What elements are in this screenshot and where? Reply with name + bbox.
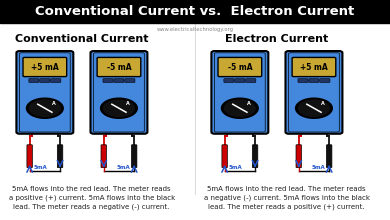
Text: A: A [321, 101, 324, 106]
FancyBboxPatch shape [103, 79, 113, 82]
FancyBboxPatch shape [114, 79, 124, 82]
FancyBboxPatch shape [51, 79, 61, 82]
Text: 5mA flows into the red lead. The meter reads
a positive (+) current. 5mA flows i: 5mA flows into the red lead. The meter r… [9, 186, 175, 210]
FancyBboxPatch shape [40, 79, 50, 82]
FancyBboxPatch shape [23, 57, 67, 77]
Circle shape [102, 99, 136, 118]
FancyBboxPatch shape [131, 145, 137, 168]
FancyBboxPatch shape [16, 51, 73, 134]
Text: A: A [52, 101, 55, 106]
Text: Conventional Current: Conventional Current [15, 33, 149, 44]
Circle shape [297, 99, 331, 118]
Text: +5 mA: +5 mA [31, 62, 59, 72]
FancyBboxPatch shape [320, 79, 330, 82]
Text: 5mA: 5mA [34, 165, 48, 170]
Circle shape [28, 99, 62, 118]
FancyBboxPatch shape [27, 145, 32, 168]
Text: 5mA flows into the red lead. The meter reads
a negative (-) current. 5mA flows i: 5mA flows into the red lead. The meter r… [204, 186, 370, 210]
Text: www.electricaltechnology.org: www.electricaltechnology.org [156, 27, 234, 32]
FancyBboxPatch shape [292, 57, 336, 77]
Circle shape [295, 97, 333, 119]
FancyBboxPatch shape [296, 145, 301, 168]
Text: 5mA: 5mA [229, 165, 243, 170]
FancyBboxPatch shape [309, 79, 319, 82]
FancyBboxPatch shape [298, 79, 308, 82]
FancyBboxPatch shape [285, 51, 342, 134]
Circle shape [100, 97, 138, 119]
Circle shape [221, 97, 259, 119]
FancyBboxPatch shape [252, 145, 258, 168]
Text: Conventional Current vs.  Electron Current: Conventional Current vs. Electron Curren… [35, 5, 355, 18]
FancyBboxPatch shape [57, 145, 63, 168]
FancyBboxPatch shape [326, 145, 332, 168]
FancyBboxPatch shape [224, 79, 234, 82]
Text: -5 mA: -5 mA [227, 62, 252, 72]
Text: A: A [247, 101, 250, 106]
Text: -5 mA: -5 mA [106, 62, 131, 72]
FancyBboxPatch shape [101, 145, 106, 168]
FancyBboxPatch shape [246, 79, 256, 82]
FancyBboxPatch shape [29, 79, 39, 82]
FancyBboxPatch shape [235, 79, 245, 82]
Text: +5 mA: +5 mA [300, 62, 328, 72]
FancyBboxPatch shape [222, 145, 227, 168]
FancyBboxPatch shape [125, 79, 135, 82]
FancyBboxPatch shape [218, 57, 262, 77]
Text: 5mA: 5mA [311, 165, 325, 170]
Circle shape [26, 97, 64, 119]
FancyBboxPatch shape [97, 57, 141, 77]
FancyBboxPatch shape [90, 51, 147, 134]
Text: Electron Current: Electron Current [225, 33, 328, 44]
Text: A: A [126, 101, 129, 106]
Bar [0, 0, 390, 23]
FancyBboxPatch shape [211, 51, 268, 134]
Circle shape [223, 99, 257, 118]
Text: 5mA: 5mA [116, 165, 130, 170]
